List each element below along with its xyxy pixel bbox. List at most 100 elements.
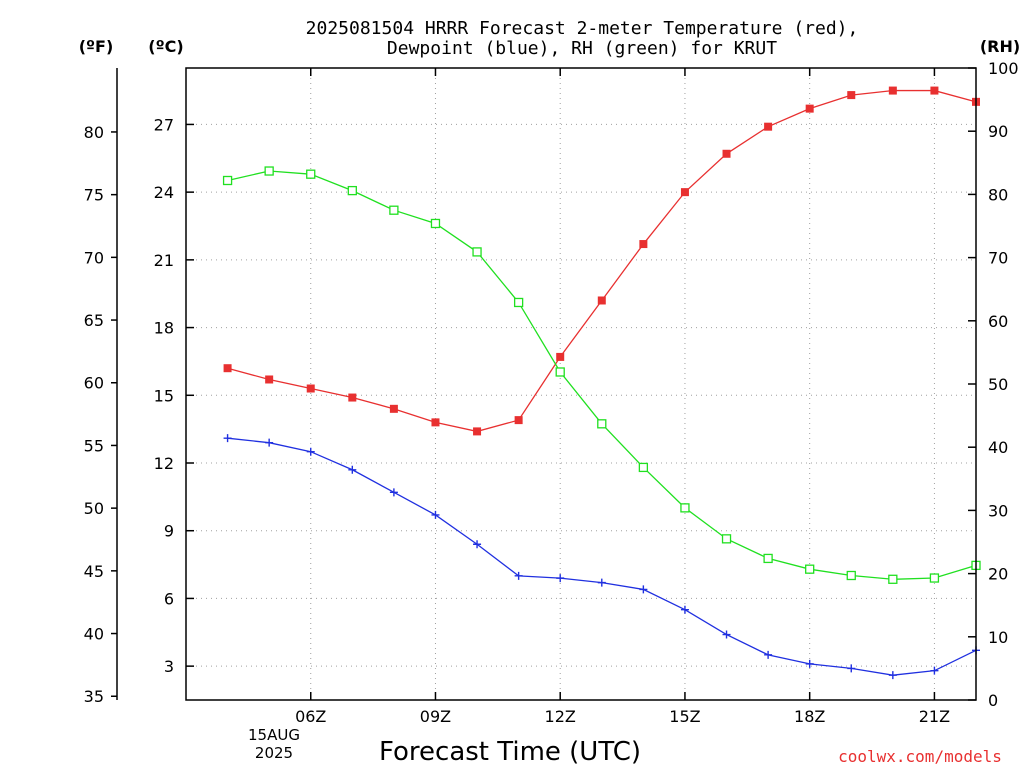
rh-point	[929, 573, 940, 583]
series-line-dewpoint	[227, 437, 977, 676]
series-line-temperature	[227, 89, 977, 433]
rh-point	[347, 185, 357, 196]
fahrenheit-tick-label: 80	[84, 123, 104, 142]
x-tick-label: 06Z	[295, 707, 326, 726]
rh-point	[763, 553, 773, 564]
series-rh	[222, 166, 981, 584]
rh-point	[638, 462, 649, 473]
grid-layer	[186, 68, 976, 700]
rh-point	[680, 503, 690, 513]
credit-link[interactable]: coolwx.com/models	[838, 747, 1002, 766]
dewpoint-point	[223, 434, 232, 443]
rh-point	[805, 564, 815, 574]
fahrenheit-tick-label: 50	[84, 499, 104, 518]
rh-axis-label: (RH)	[980, 37, 1020, 56]
celsius-axis-label: (ºC)	[148, 37, 183, 56]
rh-point	[555, 367, 565, 377]
series-layer	[222, 86, 981, 680]
x-tick-label: 15Z	[669, 707, 700, 726]
temperature-point	[348, 393, 357, 402]
rh-tick-label: 90	[988, 122, 1008, 141]
dewpoint-point	[556, 574, 565, 583]
series-line-rh	[227, 170, 977, 580]
celsius-tick-label: 24	[154, 183, 174, 202]
plot-frame	[185, 67, 977, 701]
temperature-point	[597, 296, 606, 305]
temperature-point	[223, 364, 232, 373]
chart-title-line2: Dewpoint (blue), RH (green) for KRUT	[387, 38, 777, 59]
fahrenheit-tick-label: 75	[84, 186, 104, 205]
dewpoint-point	[764, 650, 773, 659]
temperature-point	[473, 427, 482, 436]
dewpoint-point	[639, 585, 648, 594]
dewpoint-point	[888, 671, 897, 680]
rh-point	[264, 166, 274, 176]
tick-layer: 06Z 09Z 12Z 15Z 18Z 21Z 3 6 9 12 15 18 21 24 27 35 40 45 5…	[84, 59, 1019, 726]
temperature-point	[722, 149, 731, 158]
series-dewpoint	[223, 434, 980, 680]
dewpoint-point	[389, 488, 398, 497]
dewpoint-point	[265, 438, 274, 447]
fahrenheit-tick-label: 35	[84, 687, 104, 706]
x-tick-label: 12Z	[545, 707, 576, 726]
rh-tick-label: 100	[988, 59, 1019, 78]
temperature-point	[847, 91, 856, 100]
rh-tick-label: 70	[988, 249, 1008, 268]
dewpoint-point	[805, 659, 814, 668]
temperature-point	[389, 404, 398, 413]
celsius-tick-label: 21	[154, 251, 174, 270]
temperature-point	[680, 188, 689, 197]
date-label-day: 15AUG	[248, 726, 300, 744]
temperature-point	[514, 416, 523, 425]
rh-point	[721, 534, 732, 544]
fahrenheit-axis-label: (ºF)	[79, 37, 114, 56]
fahrenheit-tick-label: 65	[84, 311, 104, 330]
dewpoint-point	[514, 571, 523, 580]
dewpoint-point	[847, 664, 856, 673]
dewpoint-point	[680, 605, 689, 614]
rh-point	[513, 297, 524, 308]
dewpoint-point	[306, 447, 315, 456]
rh-point	[846, 570, 856, 581]
temperature-point	[930, 86, 939, 95]
chart-title-line1: 2025081504 HRRR Forecast 2-meter Tempera…	[306, 18, 859, 39]
rh-point	[472, 247, 482, 257]
temperature-point	[556, 352, 565, 361]
dewpoint-point	[473, 540, 482, 549]
fahrenheit-tick-label: 60	[84, 374, 104, 393]
rh-tick-label: 0	[988, 691, 998, 710]
temperature-point	[306, 384, 315, 393]
celsius-tick-label: 3	[164, 657, 174, 676]
temperature-point	[805, 104, 814, 113]
temperature-point	[431, 418, 440, 427]
date-label-year: 2025	[255, 744, 293, 762]
fahrenheit-tick-label: 55	[84, 436, 104, 455]
celsius-tick-label: 9	[164, 522, 174, 541]
dewpoint-point	[597, 578, 606, 587]
fahrenheit-tick-label: 45	[84, 562, 104, 581]
x-tick-label: 21Z	[919, 707, 950, 726]
rh-point	[222, 175, 233, 186]
rh-point	[888, 574, 898, 584]
x-axis-title: Forecast Time (UTC)	[379, 737, 641, 767]
x-tick-label: 18Z	[794, 707, 825, 726]
rh-point	[389, 205, 399, 215]
celsius-tick-label: 27	[154, 115, 174, 134]
celsius-tick-label: 15	[154, 386, 174, 405]
fahrenheit-tick-label: 70	[84, 248, 104, 267]
rh-point	[597, 419, 607, 429]
rh-point	[306, 169, 316, 179]
temperature-point	[265, 375, 274, 384]
x-tick-label: 09Z	[420, 707, 451, 726]
temperature-point	[764, 122, 773, 131]
fahrenheit-tick-label: 40	[84, 625, 104, 644]
rh-tick-label: 40	[988, 438, 1008, 457]
rh-tick-label: 60	[988, 312, 1008, 331]
rh-tick-label: 50	[988, 375, 1008, 394]
rh-tick-label: 10	[988, 628, 1008, 647]
rh-tick-label: 80	[988, 185, 1008, 204]
dewpoint-point	[930, 666, 939, 675]
dewpoint-point	[431, 510, 440, 519]
series-temperature	[223, 86, 980, 436]
